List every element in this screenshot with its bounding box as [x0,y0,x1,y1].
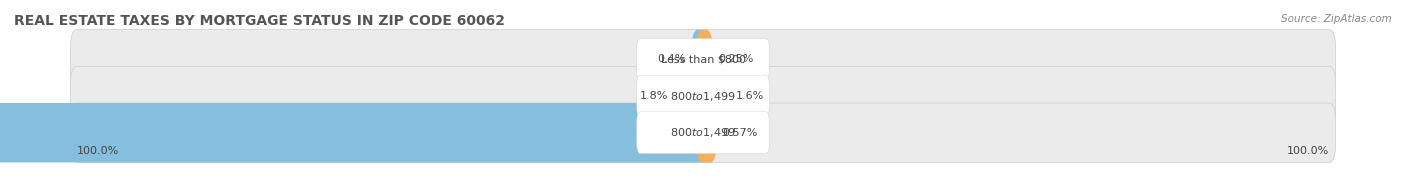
FancyBboxPatch shape [637,112,769,154]
Text: $800 to $1,499: $800 to $1,499 [671,90,735,103]
FancyBboxPatch shape [70,103,1336,162]
FancyBboxPatch shape [675,66,709,126]
Text: 0.25%: 0.25% [718,54,754,64]
Text: 0.4%: 0.4% [657,54,686,64]
Text: 0.57%: 0.57% [723,128,758,138]
Text: Source: ZipAtlas.com: Source: ZipAtlas.com [1281,14,1392,24]
FancyBboxPatch shape [637,38,769,80]
FancyBboxPatch shape [0,103,709,162]
FancyBboxPatch shape [70,66,1336,126]
Text: 100.0%: 100.0% [1286,146,1329,156]
Text: Less than $800: Less than $800 [661,54,745,64]
Text: 1.6%: 1.6% [735,91,763,101]
FancyBboxPatch shape [637,75,769,117]
FancyBboxPatch shape [692,30,709,89]
Text: REAL ESTATE TAXES BY MORTGAGE STATUS IN ZIP CODE 60062: REAL ESTATE TAXES BY MORTGAGE STATUS IN … [14,14,505,28]
FancyBboxPatch shape [70,30,1336,89]
Text: 100.0%: 100.0% [77,146,120,156]
Text: $800 to $1,499: $800 to $1,499 [671,126,735,139]
FancyBboxPatch shape [697,103,717,162]
FancyBboxPatch shape [697,66,730,126]
Text: 1.8%: 1.8% [640,91,668,101]
FancyBboxPatch shape [697,30,713,89]
